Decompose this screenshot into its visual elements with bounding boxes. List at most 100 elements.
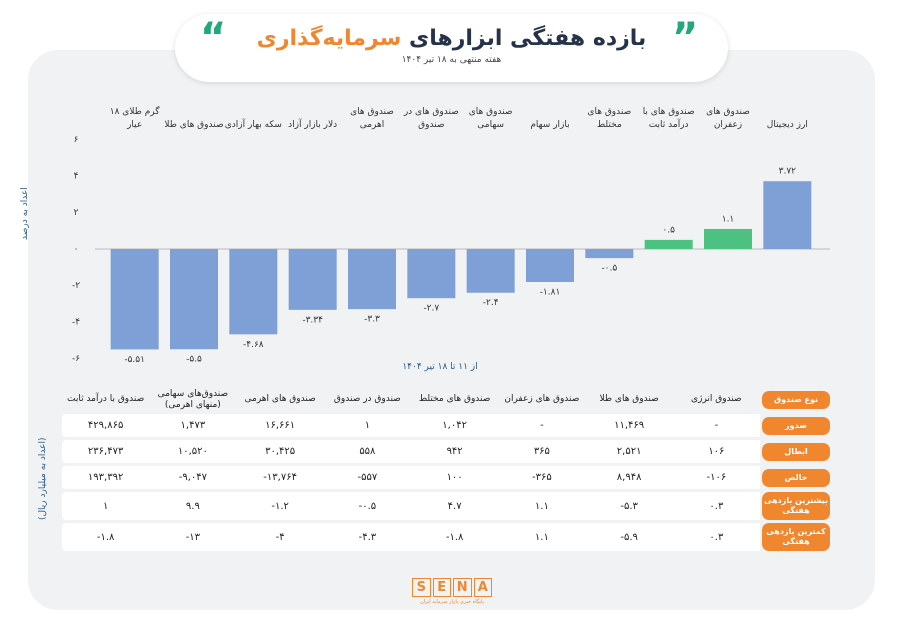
table-cell: ۱۶,۶۶۱	[236, 414, 324, 437]
y-tick-label: ۴	[74, 172, 79, 182]
table-row: صدور -۱۱,۴۶۹-۱,۰۴۲ ۱ ۱۶,۶۶۱ ۱,۴۷۳ ۴۲۹,۸۶۵	[62, 414, 832, 437]
x-axis-label: از ۱۱ تا ۱۸ تیر ۱۴۰۴	[402, 362, 478, 372]
y-tick-label: ۶	[74, 135, 79, 145]
y-tick-label: -۶	[72, 354, 80, 364]
table-cell: -۱.۸	[411, 523, 499, 551]
table-cell: ۱.۱	[498, 492, 586, 520]
value-label: -۵.۵	[186, 355, 202, 365]
table-cell: ۸,۹۴۸	[585, 466, 673, 489]
table-cell: ۴۲۹,۸۶۵	[62, 414, 150, 437]
table-cell: -۵.۹	[585, 523, 673, 551]
value-label: ۰.۵	[662, 225, 675, 235]
category-label: سکه بهار آزادی	[224, 120, 282, 130]
header-pill: نوع صندوق	[762, 390, 830, 409]
bar	[644, 239, 693, 249]
table-cell: ۱,۰۴۲	[411, 414, 499, 437]
table-cell: -۱۳,۷۶۴	[236, 466, 324, 489]
quote-icon: ”	[672, 15, 699, 61]
column-header: صندوق‌های سهامی (منهای اهرمی)	[157, 388, 229, 410]
table-cell: ۳۰,۴۲۵	[236, 440, 324, 463]
table-cell: -۱.۸	[62, 523, 150, 551]
row-pill: خالص	[762, 468, 830, 487]
table-cell: ۱۰۶	[672, 440, 760, 463]
logo-letter: A	[473, 578, 492, 597]
table-row: ابطال ۱۰۶ ۲,۵۲۱ ۳۶۵ ۹۴۲ ۵۵۸ ۳۰,۴۲۵ ۱۰,۵۲۰ ۲۳۶,۴۷…	[62, 440, 832, 463]
row-head: خالص	[760, 466, 832, 489]
flow-table: نوع صندوق صندوق انرژی صندوق های طلا صندوق ه…	[62, 385, 832, 554]
bar	[585, 249, 634, 259]
category-label: صندوق های زعفران	[706, 107, 750, 130]
category-label: بازار سهام	[530, 120, 570, 130]
table-cell: ۱۰۰	[411, 466, 499, 489]
column-header: صندوق های مختلط	[418, 394, 491, 404]
bar	[526, 249, 574, 282]
table-cell: -۰.۵	[323, 492, 411, 520]
column-header: صندوق های اهرمی	[244, 394, 316, 404]
logo-letter: S	[412, 578, 431, 597]
category-label: گرم طلای ۱۸ عیار	[109, 107, 160, 130]
column-header: صندوق انرژی	[691, 394, 742, 404]
table: نوع صندوق صندوق انرژی صندوق های طلا صندوق ه…	[62, 385, 832, 554]
bar	[110, 249, 159, 350]
value-label: -۴.۶۸	[243, 340, 264, 350]
y-tick-label: ۲	[74, 208, 79, 218]
table-cell: ۹۴۲	[411, 440, 499, 463]
table-cell: ۵۵۸	[323, 440, 411, 463]
table-cell: -۱.۲	[236, 492, 324, 520]
logo-letter: N	[453, 578, 472, 597]
bar	[229, 249, 278, 335]
logo-tagline: پایگاه خبری بازار سرمایه ایران	[420, 599, 484, 605]
column-header: صندوق با درآمد ثابت	[67, 394, 145, 404]
table-cell: ۱.۱	[498, 523, 586, 551]
value-label: -۵.۵۱	[124, 355, 145, 365]
y-tick-label: -۲	[72, 281, 80, 291]
column-header: صندوق در صندوق	[333, 394, 401, 404]
table-cell: -	[672, 414, 760, 437]
logo-letter: E	[432, 578, 451, 597]
header-row: نوع صندوق صندوق انرژی صندوق های طلا صندوق ه…	[62, 388, 832, 411]
table-cell: -۳۶۵	[498, 466, 586, 489]
category-label: صندوق های با درآمد ثابت	[642, 107, 695, 130]
table-cell: ۱	[323, 414, 411, 437]
row-head: کمترین بازدهی هفتگی	[760, 523, 832, 551]
bar	[466, 249, 515, 293]
table-cell: ۴.۷	[411, 492, 499, 520]
table-cell: ۹.۹	[149, 492, 237, 520]
value-label: -۲.۷	[423, 304, 439, 314]
value-label: -۳.۳	[364, 315, 380, 325]
row-pill: صدور	[762, 416, 830, 435]
table-cell: ۰.۳	[672, 492, 760, 520]
title-pill: بازده هفتگی ابزارهای سرمایه‌گذاری هفته م…	[175, 14, 728, 82]
table-cell: -۴.۳	[323, 523, 411, 551]
row-head: صدور	[760, 414, 832, 437]
row-head: ابطال	[760, 440, 832, 463]
subtitle: هفته منتهی به ۱۸ تیر ۱۴۰۴	[401, 55, 502, 65]
table-cell: -	[498, 414, 586, 437]
title: بازده هفتگی ابزارهای سرمایه‌گذاری	[175, 26, 728, 51]
row-pill: ابطال	[762, 442, 830, 461]
row-head-title: نوع صندوق	[760, 388, 832, 411]
bar	[348, 249, 396, 310]
table-row: بیشترین بازدهی هفتگی ۰.۳ -۵.۳ ۱.۱ ۴.۷ -۰.۵ -۱.…	[62, 492, 832, 520]
table-row: خالص -۱۰۶ ۸,۹۴۸ -۳۶۵ ۱۰۰ -۵۵۷ -۱۳,۷۶۴ -۹,۰۴۷ ۱۹۳…	[62, 466, 832, 489]
category-label: ارز دیجیتال	[766, 120, 808, 130]
category-label: صندوق های سهامی	[468, 107, 513, 130]
table-cell: -۹,۰۴۷	[149, 466, 237, 489]
table-cell: -۱۰۶	[672, 466, 760, 489]
value-label: -۱.۸۱	[540, 287, 561, 297]
table-cell: ۲,۵۲۱	[585, 440, 673, 463]
value-label: ۱.۱	[722, 214, 735, 224]
quote-icon: “	[200, 15, 227, 61]
table-cell: ۱۹۳,۳۹۲	[62, 466, 150, 489]
bar	[170, 249, 218, 350]
title-highlight: سرمایه‌گذاری	[256, 26, 402, 51]
table-unit: (اعداد به میلیارد ریال)	[38, 437, 48, 521]
column-header: صندوق های زعفران	[504, 394, 580, 404]
table-cell: ۱۱,۴۶۹	[585, 414, 673, 437]
y-tick-label: ۰	[74, 245, 79, 255]
table-cell: -۵۵۷	[323, 466, 411, 489]
bar	[288, 249, 337, 310]
